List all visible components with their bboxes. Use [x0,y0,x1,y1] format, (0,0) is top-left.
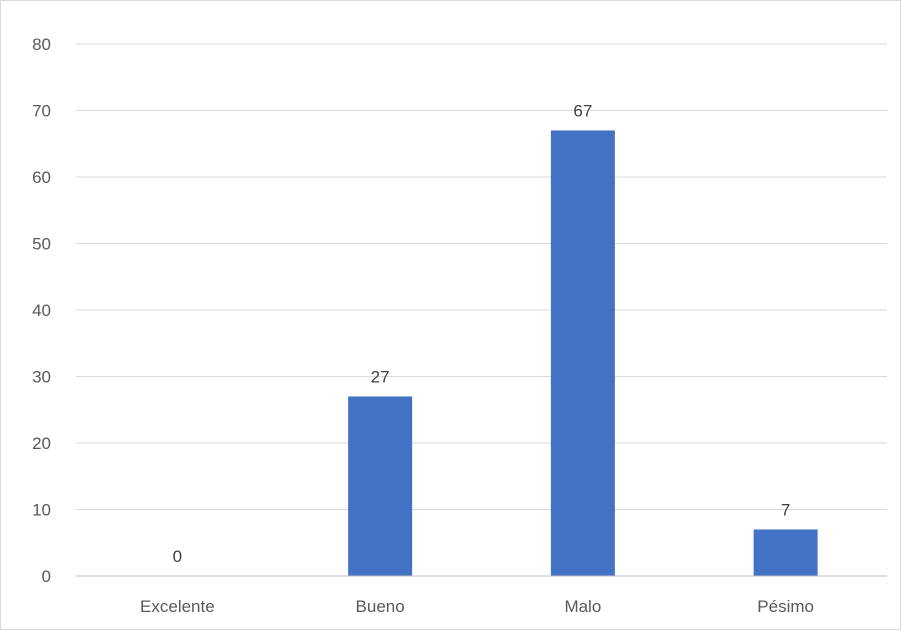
x-tick-label-malo: Malo [564,597,601,616]
y-tick-label-0: 0 [42,567,51,586]
gridlines [76,44,887,510]
data-labels: 0 27 67 7 [173,101,791,566]
y-tick-label-70: 70 [32,102,51,121]
x-tick-label-bueno: Bueno [356,597,405,616]
x-axis-tick-labels: Excelente Bueno Malo Pésimo [140,597,814,616]
data-label-pésimo: 7 [781,500,790,519]
x-tick-label-excelente: Excelente [140,597,215,616]
bar-bueno [348,396,412,576]
data-label-malo: 67 [573,101,592,120]
bar-pésimo [754,529,818,576]
y-tick-label-50: 50 [32,235,51,254]
data-label-excelente: 0 [173,547,182,566]
y-tick-label-20: 20 [32,434,51,453]
bar-malo [551,130,615,576]
x-tick-label-pésimo: Pésimo [757,597,814,616]
y-tick-label-10: 10 [32,501,51,520]
y-axis-tick-labels: 0 10 20 30 40 50 60 70 80 [32,35,51,586]
y-tick-label-40: 40 [32,301,51,320]
y-tick-label-30: 30 [32,368,51,387]
y-tick-label-60: 60 [32,168,51,187]
y-tick-label-80: 80 [32,35,51,54]
data-label-bueno: 27 [371,367,390,386]
